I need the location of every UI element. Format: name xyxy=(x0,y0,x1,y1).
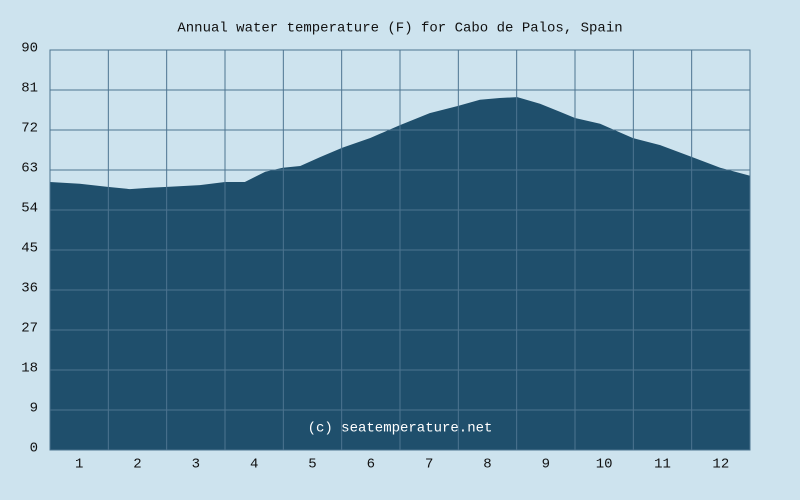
x-tick-label: 6 xyxy=(367,457,375,473)
y-tick-label: 54 xyxy=(21,201,38,217)
x-tick-label: 12 xyxy=(712,457,729,473)
x-tick-label: 3 xyxy=(192,457,200,473)
x-tick-label: 4 xyxy=(250,457,258,473)
y-tick-label: 0 xyxy=(30,441,38,457)
x-tick-label: 8 xyxy=(483,457,491,473)
y-tick-label: 27 xyxy=(21,321,38,337)
x-tick-label: 11 xyxy=(654,457,671,473)
x-tick-label: 9 xyxy=(542,457,550,473)
plot-frame xyxy=(49,49,751,451)
y-tick-label: 90 xyxy=(21,41,38,57)
y-tick-label: 72 xyxy=(21,121,38,137)
y-tick-label: 18 xyxy=(21,361,38,377)
x-tick-label: 1 xyxy=(75,457,83,473)
annotation: (c) seatemperature.net xyxy=(308,421,493,437)
x-tick-label: 7 xyxy=(425,457,433,473)
y-tick-label: 36 xyxy=(21,281,38,297)
x-tick-label: 2 xyxy=(133,457,141,473)
x-tick-label: 10 xyxy=(596,457,613,473)
x-tick-label: 5 xyxy=(308,457,316,473)
chart-title: Annual water temperature (F) for Cabo de… xyxy=(177,21,622,37)
y-tick-label: 9 xyxy=(30,401,38,417)
y-tick-label: 45 xyxy=(21,241,38,257)
y-tick-label: 63 xyxy=(21,161,38,177)
y-tick-label: 81 xyxy=(21,81,38,97)
